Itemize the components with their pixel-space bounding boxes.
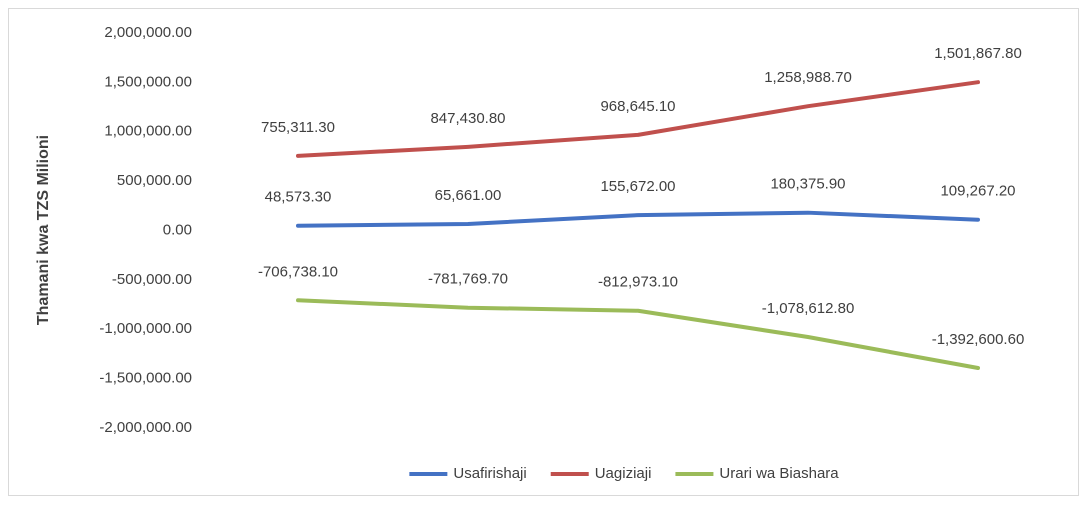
series-line: [296, 210, 980, 228]
data-label: 155,672.00: [600, 178, 675, 195]
legend-label: Uagiziaji: [595, 465, 652, 482]
data-label: 48,573.30: [265, 189, 332, 206]
legend-item: Uagiziaji: [550, 465, 652, 482]
legend-item: Urari wa Biashara: [675, 465, 839, 482]
data-label: -1,078,612.80: [762, 300, 855, 317]
series-line: [296, 80, 980, 158]
legend-label: Urari wa Biashara: [719, 465, 839, 482]
data-label: 1,258,988.70: [764, 69, 852, 86]
y-axis-label: Thamani kwa TZS Milioni: [35, 135, 52, 325]
y-tick-label: -500,000.00: [112, 271, 192, 288]
data-label: 968,645.10: [600, 98, 675, 115]
y-tick-label: 1,500,000.00: [104, 73, 192, 90]
legend-item: Usafirishaji: [409, 465, 527, 482]
data-label: 755,311.30: [261, 119, 335, 136]
y-tick-label: -1,500,000.00: [99, 370, 192, 387]
y-tick-label: -2,000,000.00: [99, 419, 192, 436]
y-tick-label: 2,000,000.00: [104, 24, 192, 41]
data-label: 180,375.90: [770, 176, 845, 193]
y-tick-label: 500,000.00: [117, 172, 192, 189]
legend-label: Usafirishaji: [453, 465, 526, 482]
data-label: 1,501,867.80: [934, 45, 1022, 62]
data-label: 109,267.20: [940, 183, 1015, 200]
data-label: -781,769.70: [428, 271, 508, 288]
data-label: -706,738.10: [258, 263, 338, 280]
data-label: -1,392,600.60: [932, 331, 1025, 348]
y-tick-label: -1,000,000.00: [99, 320, 192, 337]
series-line: [296, 298, 980, 371]
chart-border: [8, 8, 1079, 496]
data-label: 847,430.80: [430, 110, 505, 127]
data-label: -812,973.10: [598, 274, 678, 291]
y-tick-label: 0.00: [163, 221, 192, 238]
y-tick-label: 1,000,000.00: [104, 123, 192, 140]
data-label: 65,661.00: [435, 187, 502, 204]
